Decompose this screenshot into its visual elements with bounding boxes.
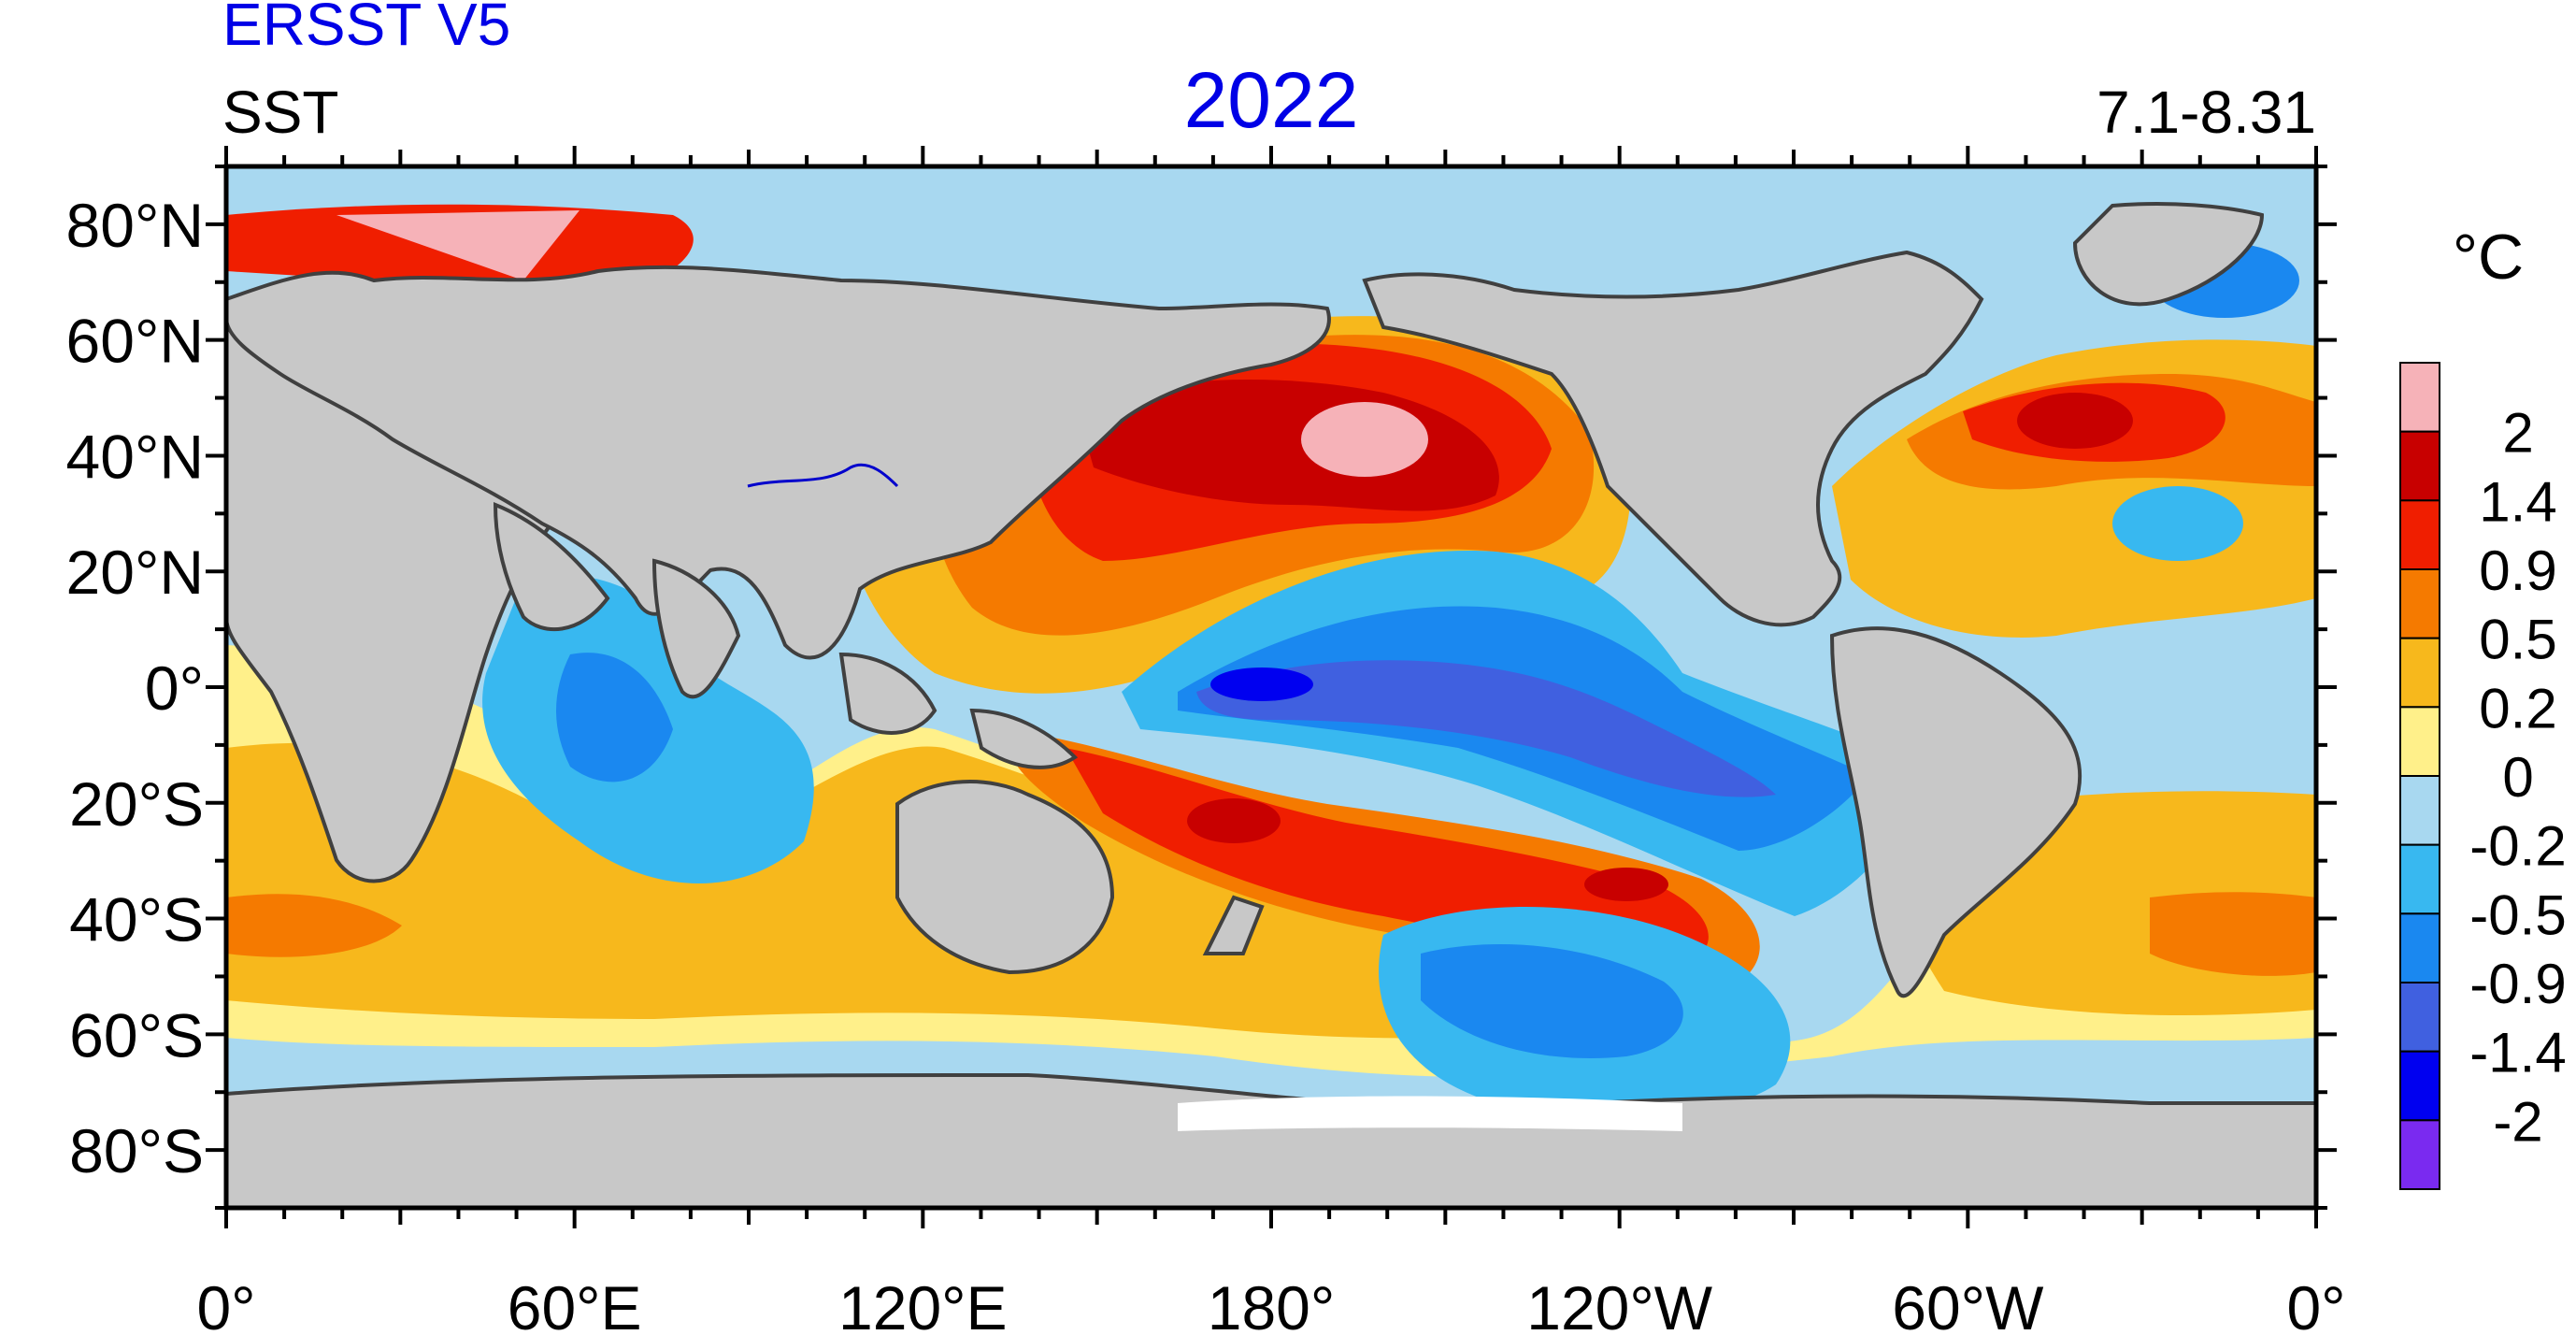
longitude-ticks [224, 146, 2318, 1228]
india [651, 558, 741, 699]
colorbar-swatch [2399, 568, 2440, 639]
lat-label: 40°S [69, 885, 204, 955]
anomaly-coolest-equatorial-pacific [1196, 660, 1776, 797]
lon-label: 0° [2286, 1273, 2345, 1335]
anomaly-1.4-to-2-south-pacific-a [1187, 798, 1281, 843]
new-guinea [969, 708, 1079, 769]
anomaly-below-minus2-equatorial [1210, 668, 1313, 701]
colorbar-label: 0.2 [2479, 677, 2556, 739]
longitude-labels: 0° 60°E 120°E 180° 120°W 60°W 0° [196, 1273, 2345, 1335]
new-zealand [1202, 895, 1265, 955]
colorbar-swatch [2399, 706, 2440, 777]
colorbar-swatch [2399, 775, 2440, 846]
colorbar-swatch [2399, 637, 2440, 709]
colorbar-label: -0.9 [2469, 953, 2566, 1015]
colorbar-swatch [2399, 843, 2440, 915]
colorbar-swatch [2399, 1050, 2440, 1122]
anomaly-above-2-north-pacific [1301, 402, 1428, 477]
sea-ice-patch [1178, 1096, 1682, 1131]
south-america [1829, 626, 2082, 998]
land-masses [226, 202, 2316, 1208]
anomaly-cooler-indian [556, 653, 673, 782]
colorbar [2399, 362, 2440, 1191]
colorbar-swatch [2399, 499, 2440, 570]
north-america [1362, 250, 1984, 627]
colorbar-label: -0.2 [2469, 815, 2566, 878]
lon-label: 120°E [838, 1273, 1008, 1335]
lat-label: 80°N [66, 191, 204, 260]
colorbar-swatch [2399, 912, 2440, 983]
greenland [2072, 202, 2265, 307]
colorbar-swatch [2399, 362, 2440, 433]
anomaly-0.5-to-0.9-south-west [226, 894, 402, 957]
borneo [838, 652, 937, 735]
anomaly-1.4-to-2-south-pacific-b [1584, 868, 1668, 901]
lat-label: 60°S [69, 1000, 204, 1069]
colorbar-label: -1.4 [2469, 1022, 2566, 1084]
colorbar-label: 2 [2502, 402, 2533, 465]
units-label: °C [2453, 222, 2524, 293]
lon-label: 180° [1208, 1273, 1336, 1335]
lon-label: 60°E [508, 1273, 642, 1335]
colorbar-label: -2 [2493, 1090, 2542, 1153]
year-title: 2022 [1184, 56, 1359, 144]
period-label: 7.1-8.31 [2097, 79, 2316, 146]
river-line [747, 463, 899, 488]
lat-label: 20°S [69, 769, 204, 839]
lat-label: 80°S [69, 1116, 204, 1185]
lat-label: 0° [145, 653, 204, 723]
colorbar-label: 0.9 [2479, 539, 2556, 602]
lat-label: 20°N [66, 538, 204, 607]
colorbar-labels: 21.40.9 0.50.2 0-0.2-0.5 -0.9 -1.4-2 [2469, 402, 2566, 1154]
dataset-label: ERSST V5 [222, 0, 510, 58]
colorbar-swatch [2399, 982, 2440, 1053]
anomaly-0.5-to-0.9-south-atlantic [2150, 892, 2316, 976]
map-area [226, 166, 2316, 1208]
australia [895, 780, 1115, 975]
anomaly-1.4-to-2-north-atlantic [2017, 393, 2133, 449]
eurasia [226, 265, 1331, 660]
colorbar-swatch [2399, 1119, 2440, 1191]
colorbar-label: 0.5 [2479, 609, 2556, 671]
colorbar-label: -0.5 [2469, 883, 2566, 946]
anomaly-cool-subtropical-atlantic [2112, 486, 2243, 561]
lon-label: 120°W [1526, 1273, 1713, 1335]
lat-label: 60°N [66, 307, 204, 376]
colorbar-label: 0 [2502, 746, 2533, 809]
lon-label: 60°W [1892, 1273, 2044, 1335]
colorbar-swatch [2399, 430, 2440, 502]
arabian-peninsula [493, 502, 610, 631]
colorbar-label: 1.4 [2479, 470, 2556, 533]
latitude-labels: 80°N 60°N 40°N 20°N 0° 20°S 40°S 60°S 80°S [66, 191, 204, 1185]
lon-label: 0° [196, 1273, 255, 1335]
anomaly-above-2-barents [336, 210, 580, 280]
variable-label: SST [222, 79, 338, 146]
lat-label: 40°N [66, 422, 204, 491]
anomaly-cooler-southeast-pacific [1421, 944, 1683, 1058]
